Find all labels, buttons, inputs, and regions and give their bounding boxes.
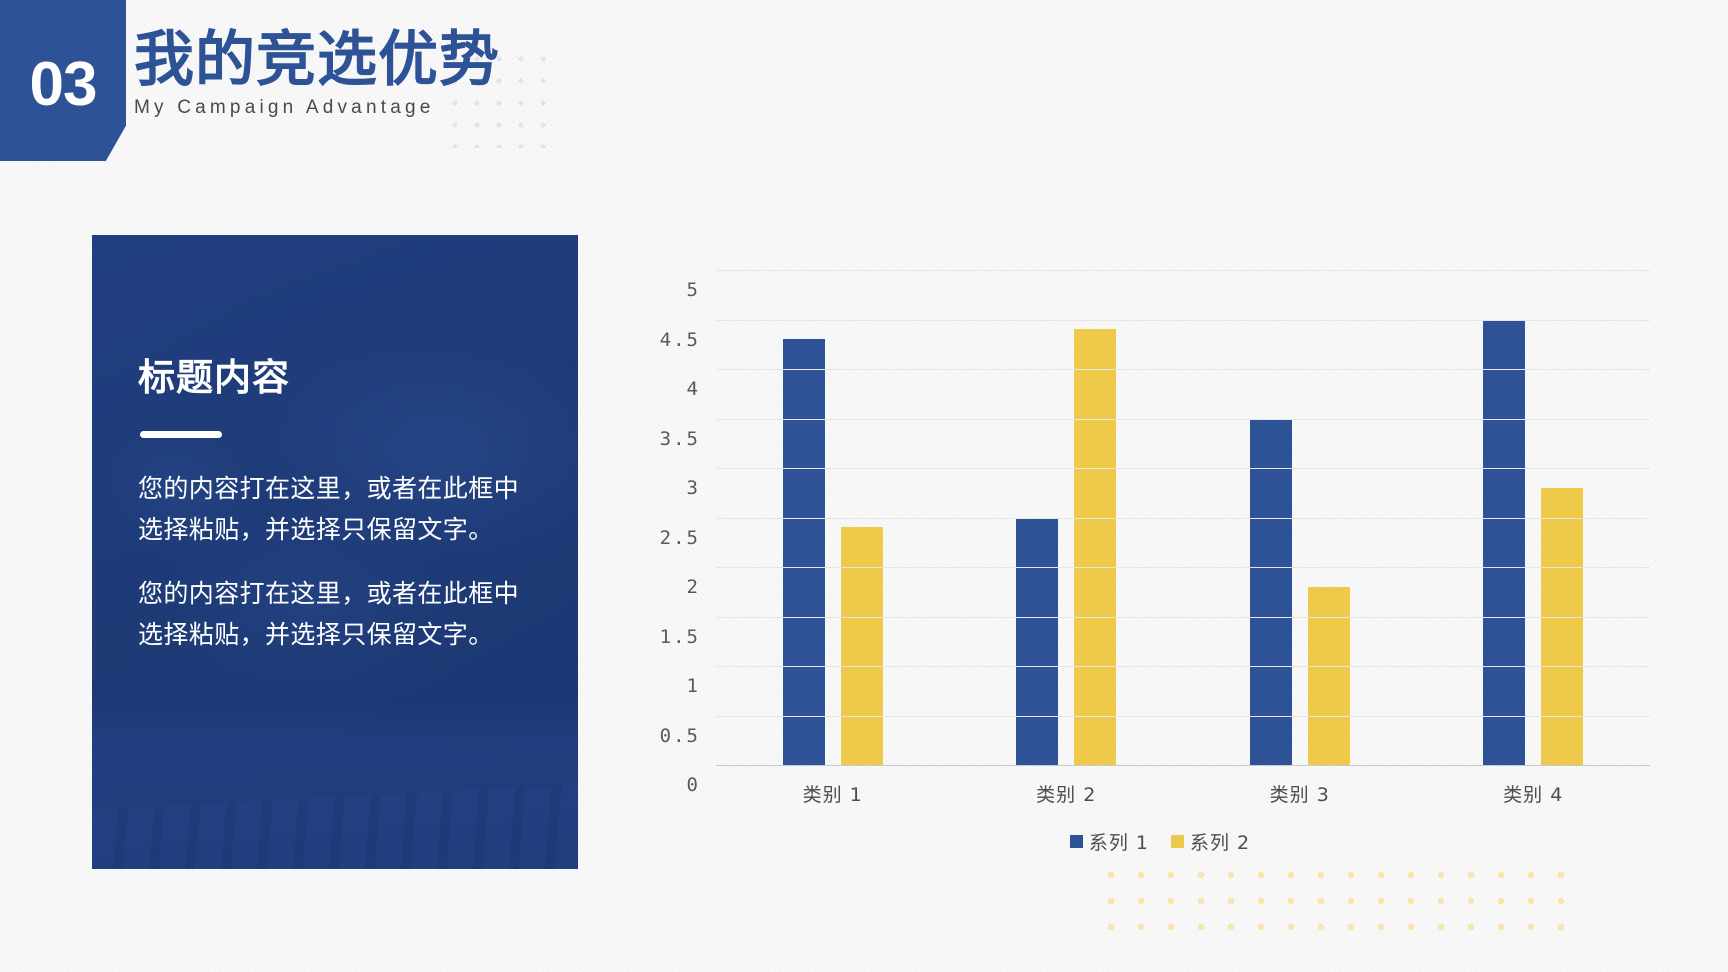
chart-x-tick-label: 类别 1 xyxy=(802,784,863,806)
chart-y-tick-label: 2.5 xyxy=(659,526,700,549)
page-subtitle: My Campaign Advantage xyxy=(134,97,435,119)
chart-x-tick-label: 类别 3 xyxy=(1269,784,1330,806)
chart-gridline xyxy=(716,468,1650,469)
chart-legend-label: 系列 1 xyxy=(1088,832,1149,854)
dot-grid-decoration-yellow xyxy=(1096,862,1566,934)
chart-legend: 系列 1 系列 2 xyxy=(660,828,1660,855)
chart-y-axis: 5 4.5 4 3.5 3 2.5 2 1.5 1 0.5 0 xyxy=(659,270,710,796)
section-number: 03 xyxy=(29,49,98,119)
chart-y-tick-label: 4 xyxy=(686,378,700,400)
chart-bar-series-1[interactable] xyxy=(1016,517,1059,765)
chart-x-tick-label: 类别 2 xyxy=(1036,784,1097,806)
chart-bar-series-1[interactable] xyxy=(1483,319,1526,765)
chart-gridline xyxy=(716,369,1650,370)
chart-y-tick-label: 1 xyxy=(686,675,700,697)
card-paragraph-1: 您的内容打在这里，或者在此框中选择粘贴，并选择只保留文字。 xyxy=(138,474,520,545)
chart-gridline xyxy=(716,666,1650,667)
chart-plot-area xyxy=(716,270,1651,766)
chart-category-group xyxy=(950,270,1184,765)
chart-gridline xyxy=(716,765,1650,766)
chart-bar-series-2[interactable] xyxy=(840,527,883,765)
chart-gridline xyxy=(716,715,1650,717)
card-blue-tint-overlay xyxy=(92,235,578,869)
chart-bar-series-1[interactable] xyxy=(782,339,825,765)
chart-category-group xyxy=(1417,270,1651,765)
chart-gridline xyxy=(716,270,1650,271)
header-title-block: 我的竞选优势 My Campaign Advantage xyxy=(134,25,500,119)
chart-y-tick-label: 0 xyxy=(686,774,700,796)
dot-grid-decoration-header xyxy=(444,48,556,148)
chart-legend-label: 系列 2 xyxy=(1190,832,1251,854)
chart-bar-series-2[interactable] xyxy=(1307,586,1350,765)
chart-gridline xyxy=(716,567,1650,568)
card-blue-tint xyxy=(92,235,578,869)
chart-gridline xyxy=(716,319,1650,321)
chart-bar-series-2[interactable] xyxy=(1074,329,1117,765)
chart-gridline xyxy=(716,616,1650,618)
chart-x-tick-label: 类别 4 xyxy=(1503,784,1564,806)
chart-y-tick-label: 2 xyxy=(686,576,700,598)
card-title-rule xyxy=(140,431,222,438)
chart-bar-series-2[interactable] xyxy=(1541,487,1584,765)
card-body: 标题内容 您的内容打在这里，或者在此框中选择粘贴，并选择只保留文字。 您的内容打… xyxy=(138,347,538,677)
chart-legend-swatch xyxy=(1171,835,1184,848)
chart-gridline xyxy=(716,517,1650,519)
chart-y-tick-label: 4.5 xyxy=(659,328,700,351)
section-number-badge: 03 xyxy=(0,0,126,161)
chart-bar-series-1[interactable] xyxy=(1249,418,1292,765)
chart-legend-item[interactable]: 系列 1 xyxy=(1069,828,1149,855)
bar-chart: 5 4.5 4 3.5 3 2.5 2 1.5 1 0.5 0 类别 1 类别 2 类别 3 类别 4 系… xyxy=(659,250,1660,854)
chart-legend-item[interactable]: 系列 2 xyxy=(1171,828,1250,855)
chart-y-tick-label: 1.5 xyxy=(659,625,700,648)
chart-gridline xyxy=(716,418,1650,420)
card-title: 标题内容 xyxy=(138,356,290,399)
chart-y-tick-label: 3.5 xyxy=(659,427,700,450)
page-title: 我的竞选优势 xyxy=(134,25,500,95)
chart-y-tick-label: 5 xyxy=(686,279,700,301)
card-paragraph-2: 您的内容打在这里，或者在此框中选择粘贴，并选择只保留文字。 xyxy=(138,578,520,649)
chart-y-tick-label: 3 xyxy=(686,477,700,499)
chart-x-axis: 类别 1 类别 2 类别 3 类别 4 xyxy=(716,780,1650,807)
content-card: 标题内容 您的内容打在这里，或者在此框中选择粘贴，并选择只保留文字。 您的内容打… xyxy=(92,235,578,869)
chart-y-tick-label: 0.5 xyxy=(659,724,700,747)
chart-legend-swatch xyxy=(1069,835,1083,848)
